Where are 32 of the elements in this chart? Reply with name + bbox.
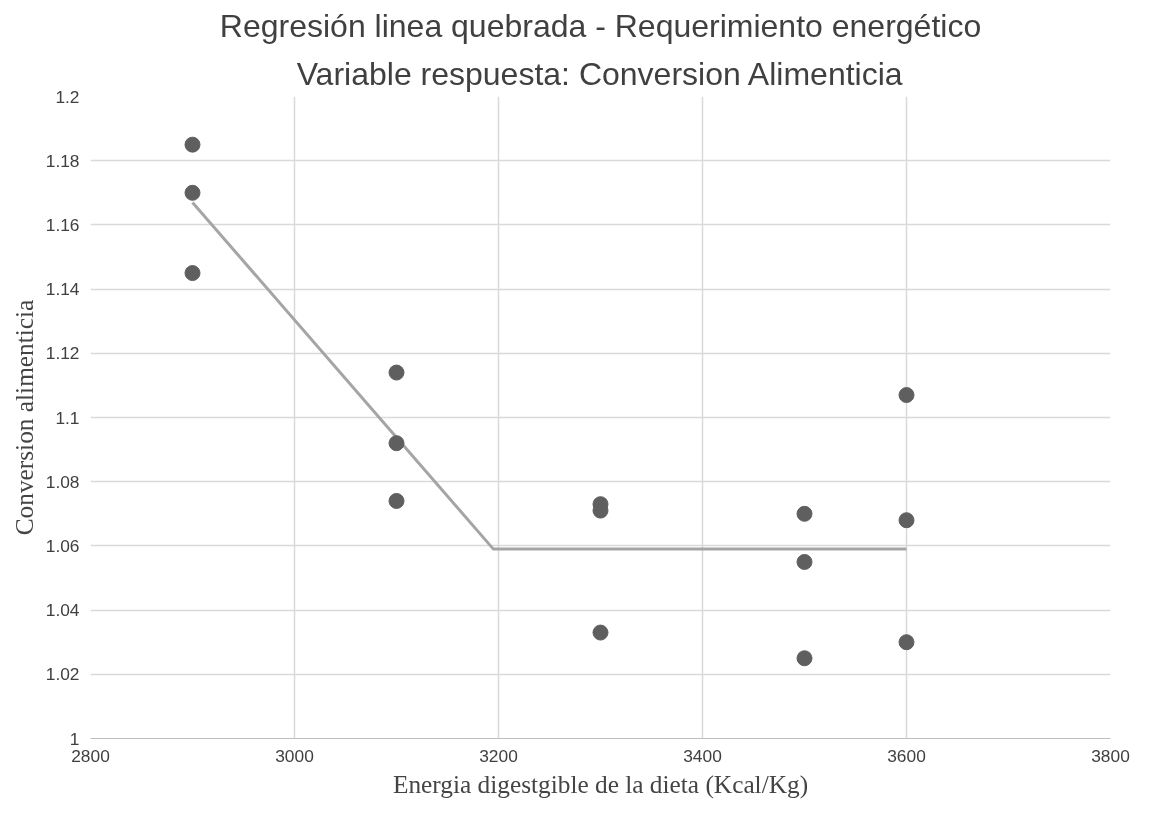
x-tick-label: 3200 xyxy=(479,745,518,766)
y-tick-label: 1.06 xyxy=(45,535,80,556)
y-axis-title: Conversion alimenticia xyxy=(9,299,38,536)
point xyxy=(388,364,405,381)
point xyxy=(898,512,915,529)
y-tick-label: 1.1 xyxy=(55,407,80,428)
point xyxy=(184,136,201,153)
y-tick-label: 1.14 xyxy=(45,279,80,300)
point xyxy=(796,505,813,522)
point xyxy=(184,184,201,201)
y-tick-label: 1.08 xyxy=(45,471,80,492)
y-tick-label: 1.18 xyxy=(45,150,80,171)
y-tick-label: 1.2 xyxy=(55,86,80,107)
y-tick-label: 1.04 xyxy=(45,600,80,621)
point xyxy=(388,435,405,452)
y-tick-label: 1.12 xyxy=(45,343,80,364)
y-tick-label: 1.16 xyxy=(45,214,80,235)
point xyxy=(796,553,813,570)
point xyxy=(796,650,813,667)
x-tick-label: 3400 xyxy=(683,745,722,766)
x-tick-label: 3800 xyxy=(1091,745,1130,766)
x-tick-label: 3600 xyxy=(887,745,926,766)
point xyxy=(898,387,915,404)
point xyxy=(592,624,609,641)
point xyxy=(898,634,915,651)
chart-subtitle: Variable respuesta: Conversion Alimenticia xyxy=(296,55,903,92)
y-tick-label: 1.02 xyxy=(45,664,80,685)
point xyxy=(388,492,405,509)
chart-title: Regresión linea quebrada - Requerimiento energético xyxy=(219,7,982,44)
point xyxy=(184,265,201,282)
x-tick-label: 3000 xyxy=(275,745,314,766)
x-axis-title: Energia digestgible de la dieta (Kcal/Kg) xyxy=(392,769,809,799)
